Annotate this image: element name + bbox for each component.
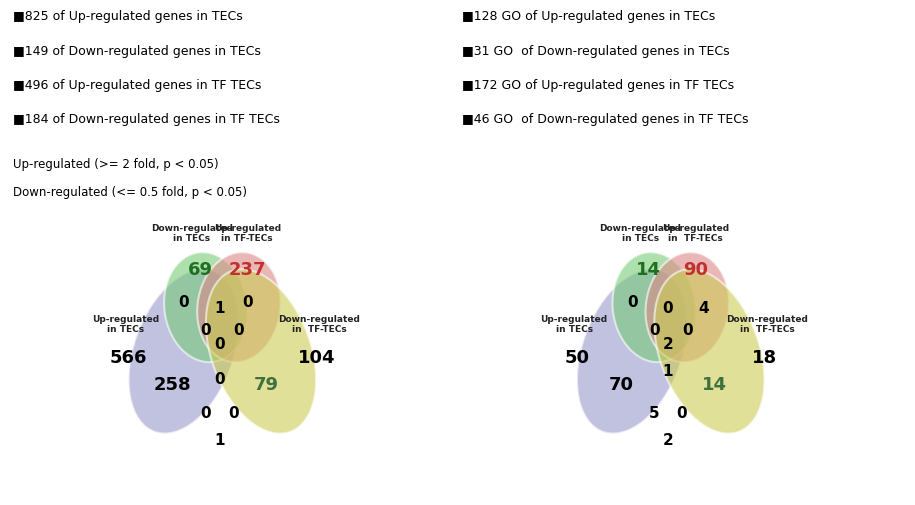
Text: 0: 0 bbox=[178, 294, 189, 310]
Text: 4: 4 bbox=[698, 300, 709, 315]
Text: 104: 104 bbox=[297, 348, 335, 366]
Text: ■46 GO  of Down-regulated genes in TF TECs: ■46 GO of Down-regulated genes in TF TEC… bbox=[462, 113, 748, 126]
Text: 0: 0 bbox=[627, 294, 638, 310]
Text: 0: 0 bbox=[233, 322, 244, 337]
Text: 1: 1 bbox=[214, 300, 225, 315]
Ellipse shape bbox=[577, 270, 687, 434]
Text: 1: 1 bbox=[214, 432, 225, 447]
Text: 14: 14 bbox=[703, 376, 727, 394]
Text: Down-regulated (<= 0.5 fold, p < 0.05): Down-regulated (<= 0.5 fold, p < 0.05) bbox=[14, 186, 247, 199]
Text: 258: 258 bbox=[154, 376, 191, 394]
Ellipse shape bbox=[129, 270, 239, 434]
Text: 1: 1 bbox=[662, 364, 673, 378]
Text: ■172 GO of Up-regulated genes in TF TECs: ■172 GO of Up-regulated genes in TF TECs bbox=[462, 79, 734, 92]
Text: 5: 5 bbox=[649, 405, 660, 420]
Text: 2: 2 bbox=[662, 336, 673, 351]
Text: ■184 of Down-regulated genes in TF TECs: ■184 of Down-regulated genes in TF TECs bbox=[14, 113, 280, 126]
Text: 2: 2 bbox=[662, 432, 673, 447]
Text: 18: 18 bbox=[752, 348, 777, 366]
Text: 79: 79 bbox=[254, 376, 279, 394]
Text: 0: 0 bbox=[682, 322, 693, 337]
Text: 566: 566 bbox=[110, 348, 147, 366]
Text: ■31 GO  of Down-regulated genes in TECs: ■31 GO of Down-regulated genes in TECs bbox=[462, 44, 729, 58]
Text: Down-regulated
in TECs: Down-regulated in TECs bbox=[151, 224, 233, 243]
Text: 0: 0 bbox=[214, 336, 225, 351]
Ellipse shape bbox=[198, 252, 281, 363]
Ellipse shape bbox=[612, 252, 696, 363]
Text: Up-regulated
in  TF-TECs: Up-regulated in TF-TECs bbox=[662, 224, 729, 243]
Ellipse shape bbox=[654, 270, 764, 434]
Text: Down-regulated
in  TF-TECs: Down-regulated in TF-TECs bbox=[278, 315, 360, 334]
Ellipse shape bbox=[206, 270, 316, 434]
Text: Up-regulated
in TF-TECs: Up-regulated in TF-TECs bbox=[213, 224, 281, 243]
Text: Up-regulated
in TECs: Up-regulated in TECs bbox=[541, 315, 608, 334]
Text: ■128 GO of Up-regulated genes in TECs: ■128 GO of Up-regulated genes in TECs bbox=[462, 10, 716, 23]
Text: 70: 70 bbox=[608, 376, 633, 394]
Text: 0: 0 bbox=[228, 405, 239, 420]
Text: 0: 0 bbox=[200, 405, 211, 420]
Text: 237: 237 bbox=[229, 260, 266, 278]
Text: 0: 0 bbox=[242, 294, 253, 310]
Text: 50: 50 bbox=[565, 348, 589, 366]
Text: Up-regulated
in TECs: Up-regulated in TECs bbox=[92, 315, 159, 334]
Text: 14: 14 bbox=[636, 260, 662, 278]
Text: ■149 of Down-regulated genes in TECs: ■149 of Down-regulated genes in TECs bbox=[14, 44, 262, 58]
Text: 0: 0 bbox=[676, 405, 687, 420]
Text: 0: 0 bbox=[649, 322, 660, 337]
Text: Down-regulated
in TECs: Down-regulated in TECs bbox=[599, 224, 682, 243]
Text: Up-regulated (>= 2 fold, p < 0.05): Up-regulated (>= 2 fold, p < 0.05) bbox=[14, 158, 219, 171]
Ellipse shape bbox=[164, 252, 248, 363]
Text: 0: 0 bbox=[214, 372, 225, 387]
Text: 0: 0 bbox=[662, 300, 673, 315]
Text: 69: 69 bbox=[188, 260, 213, 278]
Text: 90: 90 bbox=[684, 260, 708, 278]
Text: 0: 0 bbox=[200, 322, 211, 337]
Ellipse shape bbox=[646, 252, 729, 363]
Text: Down-regulated
in  TF-TECs: Down-regulated in TF-TECs bbox=[727, 315, 808, 334]
Text: ■825 of Up-regulated genes in TECs: ■825 of Up-regulated genes in TECs bbox=[14, 10, 243, 23]
Text: ■496 of Up-regulated genes in TF TECs: ■496 of Up-regulated genes in TF TECs bbox=[14, 79, 262, 92]
